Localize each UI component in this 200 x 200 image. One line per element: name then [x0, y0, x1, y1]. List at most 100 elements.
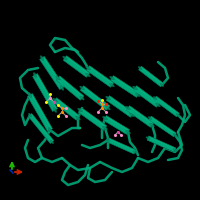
Polygon shape: [56, 98, 79, 117]
Polygon shape: [33, 74, 57, 111]
Ellipse shape: [103, 126, 107, 130]
Polygon shape: [36, 74, 57, 109]
Polygon shape: [126, 106, 154, 127]
Ellipse shape: [40, 56, 44, 60]
Ellipse shape: [110, 83, 114, 87]
Polygon shape: [156, 97, 179, 114]
Ellipse shape: [173, 134, 177, 136]
Ellipse shape: [110, 76, 114, 80]
Polygon shape: [56, 76, 84, 100]
Ellipse shape: [53, 108, 57, 112]
Polygon shape: [53, 98, 80, 120]
Polygon shape: [28, 94, 52, 131]
Ellipse shape: [126, 130, 130, 134]
Ellipse shape: [146, 137, 150, 139]
Ellipse shape: [160, 83, 164, 87]
Polygon shape: [104, 116, 129, 134]
Polygon shape: [83, 86, 109, 107]
Polygon shape: [133, 86, 160, 107]
Polygon shape: [33, 74, 57, 111]
Ellipse shape: [130, 113, 134, 117]
Polygon shape: [80, 86, 110, 110]
Polygon shape: [63, 56, 90, 77]
Ellipse shape: [136, 93, 140, 97]
Ellipse shape: [76, 116, 80, 120]
Polygon shape: [126, 106, 154, 127]
Ellipse shape: [176, 114, 180, 116]
Ellipse shape: [80, 96, 84, 100]
Polygon shape: [107, 138, 136, 154]
Ellipse shape: [86, 66, 90, 70]
Polygon shape: [129, 106, 153, 124]
Ellipse shape: [150, 123, 154, 127]
Polygon shape: [106, 96, 134, 117]
Polygon shape: [113, 76, 139, 94]
Polygon shape: [56, 76, 84, 100]
Polygon shape: [28, 94, 52, 131]
Ellipse shape: [103, 116, 107, 120]
Polygon shape: [149, 116, 176, 137]
Ellipse shape: [33, 73, 37, 77]
Polygon shape: [136, 86, 159, 104]
Ellipse shape: [86, 73, 90, 77]
Polygon shape: [109, 96, 133, 114]
Polygon shape: [86, 66, 114, 87]
Polygon shape: [110, 76, 140, 97]
Polygon shape: [133, 86, 160, 107]
Ellipse shape: [63, 56, 67, 60]
Polygon shape: [149, 116, 176, 137]
Polygon shape: [148, 136, 176, 149]
Ellipse shape: [56, 76, 60, 80]
Ellipse shape: [106, 139, 110, 141]
Polygon shape: [63, 56, 90, 77]
Ellipse shape: [106, 106, 110, 110]
Ellipse shape: [138, 66, 142, 70]
Ellipse shape: [60, 86, 64, 90]
Ellipse shape: [126, 106, 130, 110]
Ellipse shape: [153, 97, 157, 99]
Ellipse shape: [48, 128, 52, 132]
Polygon shape: [86, 66, 114, 87]
Ellipse shape: [156, 103, 160, 107]
Polygon shape: [66, 56, 89, 74]
Ellipse shape: [28, 93, 32, 97]
Polygon shape: [89, 66, 113, 84]
Polygon shape: [139, 66, 163, 87]
Polygon shape: [106, 116, 129, 131]
Polygon shape: [154, 96, 179, 117]
Polygon shape: [43, 57, 64, 87]
Polygon shape: [78, 108, 107, 130]
Polygon shape: [81, 108, 106, 127]
Polygon shape: [31, 94, 52, 129]
Polygon shape: [40, 56, 64, 90]
Ellipse shape: [80, 86, 84, 90]
Ellipse shape: [53, 98, 57, 102]
Ellipse shape: [133, 86, 137, 90]
Ellipse shape: [106, 96, 110, 100]
Ellipse shape: [173, 149, 177, 151]
Polygon shape: [78, 108, 107, 130]
Polygon shape: [139, 66, 163, 87]
Polygon shape: [80, 86, 110, 110]
Polygon shape: [53, 98, 80, 120]
Polygon shape: [104, 116, 129, 134]
Polygon shape: [28, 114, 54, 143]
Polygon shape: [59, 76, 83, 97]
Polygon shape: [28, 114, 54, 143]
Polygon shape: [107, 138, 136, 154]
Ellipse shape: [133, 151, 137, 153]
Polygon shape: [106, 96, 134, 117]
Polygon shape: [108, 138, 136, 151]
Polygon shape: [110, 76, 140, 97]
Polygon shape: [154, 96, 179, 117]
Ellipse shape: [78, 108, 82, 112]
Polygon shape: [40, 56, 64, 90]
Polygon shape: [150, 117, 176, 134]
Polygon shape: [147, 136, 176, 152]
Ellipse shape: [148, 117, 152, 119]
Polygon shape: [141, 67, 163, 84]
Polygon shape: [147, 136, 176, 152]
Polygon shape: [31, 114, 53, 141]
Ellipse shape: [28, 113, 32, 117]
Ellipse shape: [50, 140, 54, 144]
